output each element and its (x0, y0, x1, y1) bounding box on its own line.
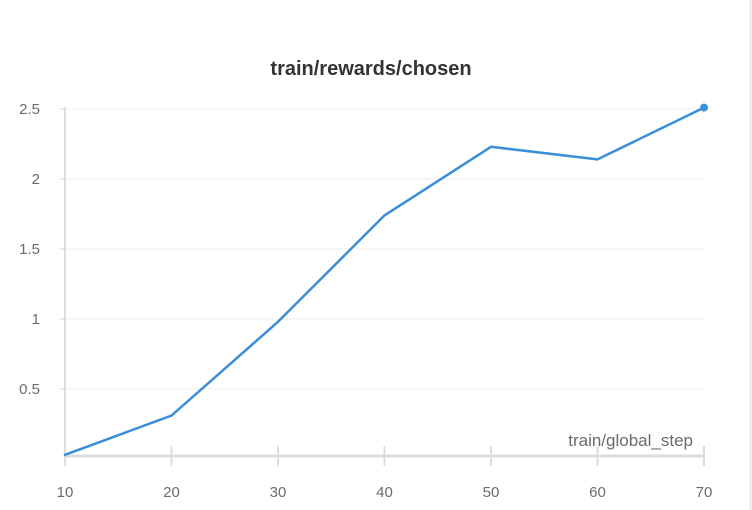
y-tick-label: 1 (32, 311, 40, 328)
x-tick-label: 60 (589, 484, 606, 501)
series-end-point (700, 103, 708, 112)
x-tick-label: 40 (376, 484, 393, 501)
y-tick-label: 1.5 (19, 241, 40, 258)
tick-labels: 0.5 1 1.5 2 2.5 10 20 30 40 50 60 70 (19, 101, 712, 501)
chart-title: train/rewards/chosen (270, 58, 472, 80)
x-tick-label: 30 (270, 484, 287, 501)
x-tick-label: 20 (163, 484, 180, 501)
series-line (63, 106, 706, 457)
grid-lines (65, 108, 704, 390)
panel-scrollbar-edge[interactable] (749, 0, 752, 510)
series (63, 103, 708, 457)
axes (60, 107, 705, 466)
y-tick-label: 2.5 (19, 101, 40, 118)
x-tick-label: 70 (696, 484, 713, 501)
y-tick-label: 2 (32, 171, 40, 188)
x-tick-label: 50 (483, 484, 500, 501)
x-tick-label: 10 (57, 484, 74, 501)
y-tick-label: 0.5 (19, 381, 40, 398)
x-axis-title: train/global_step (568, 431, 693, 450)
